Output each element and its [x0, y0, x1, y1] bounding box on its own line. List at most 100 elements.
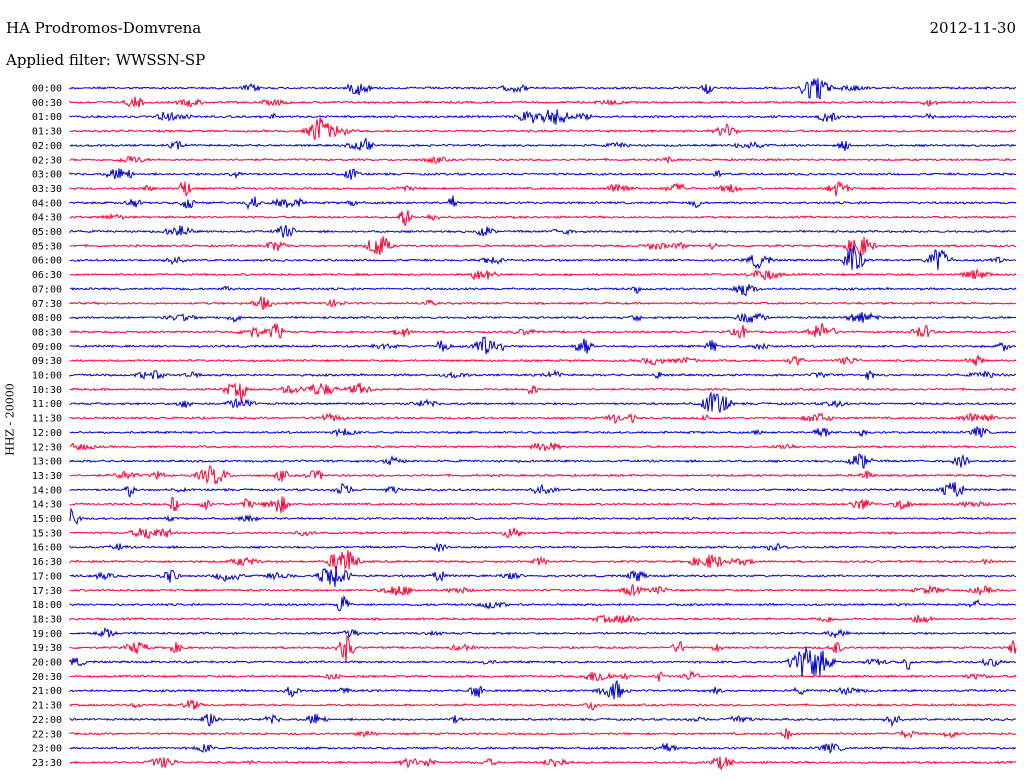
trace-line-1200 [69, 426, 1017, 439]
time-tick-label: 05:30 [32, 241, 62, 252]
trace-line-2330 [69, 756, 1017, 770]
trace-line-1100 [69, 391, 1017, 413]
trace-line-0330 [69, 180, 1017, 197]
trace-line-1530 [69, 527, 1017, 540]
time-tick-label: 12:30 [32, 442, 62, 453]
time-tick-label: 09:30 [32, 356, 62, 367]
time-tick-label: 00:00 [32, 84, 62, 95]
trace-line-0300 [69, 168, 1017, 180]
time-tick-label: 02:30 [32, 155, 62, 166]
time-tick-label: 16:00 [32, 543, 62, 554]
filter-label: Applied filter: WWSSN-SP [6, 51, 206, 69]
time-tick-label: 14:30 [32, 500, 62, 511]
trace-line-1900 [69, 626, 1017, 639]
trace-line-2000 [69, 646, 1017, 678]
time-tick-label: 03:30 [32, 184, 62, 195]
time-tick-label: 19:30 [32, 643, 62, 654]
time-tick-label: 04:30 [32, 213, 62, 224]
time-tick-label: 11:00 [32, 399, 62, 410]
trace-line-1930 [69, 634, 1017, 664]
time-tick-label: 02:00 [32, 141, 62, 152]
tick-labels: 00:00 00:30 01:00 01:30 02:00 02:30 03:00 03:30… [32, 84, 62, 769]
trace-line-2130 [69, 699, 1017, 711]
trace-line-0100 [69, 109, 1017, 125]
time-tick-label: 08:30 [32, 327, 62, 338]
time-tick-label: 09:00 [32, 342, 62, 353]
trace-line-1630 [69, 550, 1016, 571]
trace-line-0730 [69, 296, 1017, 311]
trace-line-1830 [69, 614, 1017, 625]
trace-line-0800 [69, 311, 1017, 324]
trace-line-0030 [69, 96, 1017, 108]
time-tick-label: 10:00 [32, 371, 62, 382]
trace-line-0600 [69, 245, 1017, 271]
trace-lines [69, 78, 1017, 770]
trace-line-1600 [69, 542, 1017, 553]
time-tick-label: 18:00 [32, 600, 62, 611]
time-tick-label: 08:00 [32, 313, 62, 324]
trace-line-1000 [69, 369, 1017, 380]
station-name: HA Prodromos-Domvrena [6, 19, 202, 37]
trace-line-0700 [69, 284, 1017, 297]
time-tick-label: 01:00 [32, 112, 62, 123]
trace-line-2100 [69, 679, 1017, 700]
time-tick-label: 11:30 [32, 414, 62, 425]
trace-line-1500 [69, 507, 1017, 525]
trace-line-0900 [69, 336, 1017, 355]
trace-line-2200 [69, 713, 1017, 728]
trace-line-1700 [69, 566, 1017, 587]
trace-line-2030 [69, 669, 1017, 682]
trace-line-0530 [69, 236, 1017, 256]
trace-line-1730 [69, 583, 1017, 598]
trace-line-0130 [69, 117, 1017, 141]
time-tick-label: 13:30 [32, 471, 62, 482]
time-tick-label: 15:30 [32, 528, 62, 539]
trace-line-1300 [69, 453, 1017, 469]
time-tick-label: 14:00 [32, 485, 62, 496]
time-tick-label: 18:30 [32, 614, 62, 625]
time-tick-label: 05:00 [32, 227, 62, 238]
trace-line-1430 [69, 496, 1017, 514]
time-tick-label: 17:30 [32, 586, 62, 597]
time-tick-label: 10:30 [32, 385, 62, 396]
time-tick-label: 15:00 [32, 514, 62, 525]
trace-line-1030 [69, 382, 1017, 403]
time-tick-label: 16:30 [32, 557, 62, 568]
trace-line-0630 [69, 267, 1017, 281]
time-tick-label: 20:30 [32, 672, 62, 683]
time-tick-label: 06:00 [32, 256, 62, 267]
time-tick-label: 23:00 [32, 744, 62, 755]
time-tick-label: 06:30 [32, 270, 62, 281]
time-tick-label: 03:00 [32, 170, 62, 181]
trace-line-0400 [69, 195, 1017, 211]
time-tick-label: 01:30 [32, 127, 62, 138]
trace-line-1130 [69, 412, 1017, 425]
trace-line-0930 [69, 354, 1017, 367]
time-tick-label: 04:00 [32, 198, 62, 209]
time-tick-label: 19:00 [32, 629, 62, 640]
time-tick-label: 20:00 [32, 658, 62, 669]
time-tick-label: 23:30 [32, 758, 62, 769]
trace-line-0000 [69, 78, 1016, 100]
trace-line-2230 [69, 728, 1017, 740]
time-tick-label: 21:30 [32, 701, 62, 712]
trace-line-0830 [69, 322, 1017, 339]
trace-line-0230 [69, 155, 1017, 165]
time-tick-label: 22:00 [32, 715, 62, 726]
trace-line-0500 [69, 225, 1017, 238]
trace-line-0200 [69, 137, 1017, 151]
time-tick-label: 07:30 [32, 299, 62, 310]
trace-line-1400 [69, 482, 1017, 498]
time-tick-label: 21:00 [32, 686, 62, 697]
trace-line-1230 [69, 442, 1017, 452]
time-tick-label: 13:00 [32, 457, 62, 468]
time-tick-label: 12:00 [32, 428, 62, 439]
time-tick-label: 00:30 [32, 98, 62, 109]
time-tick-label: 07:00 [32, 284, 62, 295]
trace-line-2300 [69, 742, 1017, 754]
trace-line-1800 [69, 594, 1017, 612]
trace-line-1330 [69, 465, 1017, 485]
time-tick-label: 17:00 [32, 571, 62, 582]
record-date: 2012-11-30 [929, 19, 1016, 37]
